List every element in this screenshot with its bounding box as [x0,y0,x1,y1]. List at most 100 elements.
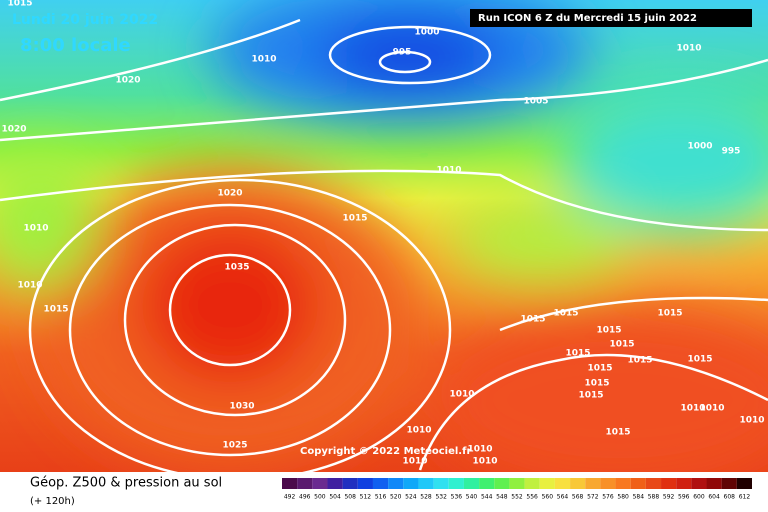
isobar-label: 1010 [436,166,461,176]
isobar-label: 1015 [596,326,621,336]
scale-cell [721,478,737,489]
isobar-label: 1020 [1,125,26,135]
scale-label: 520 [390,494,402,501]
scale-cell [312,478,328,489]
scale-label: 536 [451,494,463,501]
isobar-label: 995 [722,147,741,157]
isobar-label: 1015 [609,340,634,350]
scale-cell [585,478,601,489]
isobar-label: 1015 [587,364,612,374]
isobar-label: 1015 [43,305,68,315]
scale-cell [463,478,480,489]
isobar-label: 995 [393,48,412,58]
isobar-label: 1010 [406,426,431,436]
isobar-label: 1010 [251,55,276,65]
scale-label: 524 [405,494,417,501]
scale-label: 564 [557,494,569,501]
isobar-label: 1010 [17,281,42,291]
scale-cell [539,478,555,489]
isobar-label: 1000 [414,28,439,38]
scale-cell [661,478,677,489]
scale-label: 492 [284,494,296,501]
scale-cell [736,478,752,489]
scale-cell [448,478,464,489]
scale-cell [509,478,525,489]
scale-cell [342,478,358,489]
isobar-label: 1010 [449,390,474,400]
isobar-label: 1015 [565,349,590,359]
scale-label: 572 [587,494,599,501]
scale-cell [297,478,313,489]
isobar-label: 1015 [627,356,652,366]
copyright: Copyright © 2022 Meteociel.fr [300,446,471,457]
isobar-label: 1015 [605,428,630,438]
scale-label: 600 [693,494,705,501]
isobar-label: 1020 [115,76,140,86]
legend-subtitle: (+ 120h) [30,496,75,507]
scale-label: 588 [648,494,660,501]
run-box [470,9,752,27]
scale-cell [479,478,495,489]
scale-cell [282,478,298,489]
scale-label: 528 [420,494,432,501]
scale-label: 504 [329,494,341,501]
isobar-label: 1015 [584,379,609,389]
legend-title: Géop. Z500 & pression au sol [30,476,222,491]
color-scale: 492 496 500 504 508 512 516 520 524 528 532 536 540 5… [282,478,752,501]
isobar-label: 1015 [657,309,682,319]
time-label: 8:00 locale [20,35,131,56]
isobar-label: 1030 [229,402,254,412]
scale-label: 596 [678,494,690,501]
scale-label: 580 [617,494,629,501]
scale-cell [691,478,707,489]
run-label: Run ICON 6 Z du Mercredi 15 juin 2022 [478,13,697,24]
isobar-label: 1010 [699,404,724,414]
isobar-label: 1035 [224,263,249,273]
isobar-label: 1015 [342,214,367,224]
isobar-label: 1020 [217,189,242,199]
scale-cell [554,478,571,489]
scale-label: 568 [572,494,584,501]
scale-cell [570,478,586,489]
scale-cell [676,478,692,489]
scale-label: 576 [602,494,614,501]
isobar-label: 1010 [23,224,48,234]
isobar-label: 1005 [523,97,548,107]
scale-label: 532 [435,494,447,501]
scale-cell [645,478,662,489]
isobar-label: 1015 [7,0,32,9]
scale-cell [327,478,343,489]
scale-cell [600,478,616,489]
scale-cell [706,478,722,489]
scale-cell [403,478,419,489]
isobar-label: 1010 [680,404,705,414]
scale-label: 584 [633,494,645,501]
scale-label: 516 [375,494,387,501]
isobar-label: 1010 [739,416,764,426]
scale-label: 508 [344,494,356,501]
scale-label: 608 [724,494,736,501]
scale-cell [524,478,540,489]
scale-label: 548 [496,494,508,501]
isobar-label: 1025 [222,441,247,451]
scale-label: 496 [299,494,311,501]
scale-cell [494,478,510,489]
isobar-label: 1015 [687,355,712,365]
scale-label: 500 [314,494,326,501]
scale-cell [357,478,373,489]
scale-label: 592 [663,494,675,501]
scale-cell [630,478,646,489]
isobar-label: 1015 [578,391,603,401]
scale-cell [615,478,631,489]
date-label: Lundi 20 juin 2022 [12,12,158,28]
isobar-label: 1015 [553,309,578,319]
scale-label: 540 [466,494,478,501]
scale-label: 556 [526,494,538,501]
scale-label: 604 [708,494,720,501]
scale-label: 560 [542,494,554,501]
isobar-label: 1010 [472,457,497,467]
scale-cell [433,478,449,489]
scale-label: 512 [360,494,372,501]
